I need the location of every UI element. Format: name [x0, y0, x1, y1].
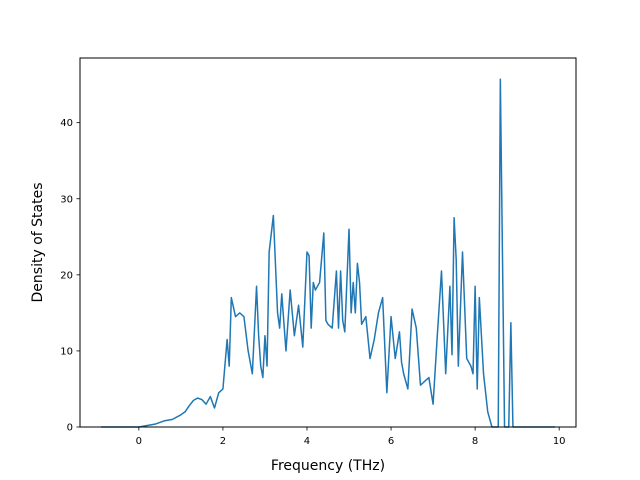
series-line-0	[101, 78, 555, 428]
axes-frame	[79, 57, 577, 428]
x-tick-label: 6	[388, 436, 394, 447]
y-tick-label: 30	[60, 194, 73, 205]
x-tick-label: 4	[304, 436, 310, 447]
y-tick-label: 0	[67, 423, 73, 434]
plot-area	[101, 78, 555, 428]
axis-ticks: 0 2 4 6 8 10 0 10 20 30 40	[60, 118, 565, 447]
x-tick-label: 2	[220, 436, 226, 447]
x-axis-label: Frequency (THz)	[271, 458, 385, 474]
y-axis-label: Density of States	[30, 183, 46, 303]
y-tick-label: 40	[60, 118, 73, 129]
x-tick-label: 0	[136, 436, 142, 447]
x-tick-label: 10	[553, 436, 566, 447]
y-tick-label: 20	[60, 270, 73, 281]
x-tick-label: 8	[472, 436, 478, 447]
y-tick-label: 10	[60, 346, 73, 357]
